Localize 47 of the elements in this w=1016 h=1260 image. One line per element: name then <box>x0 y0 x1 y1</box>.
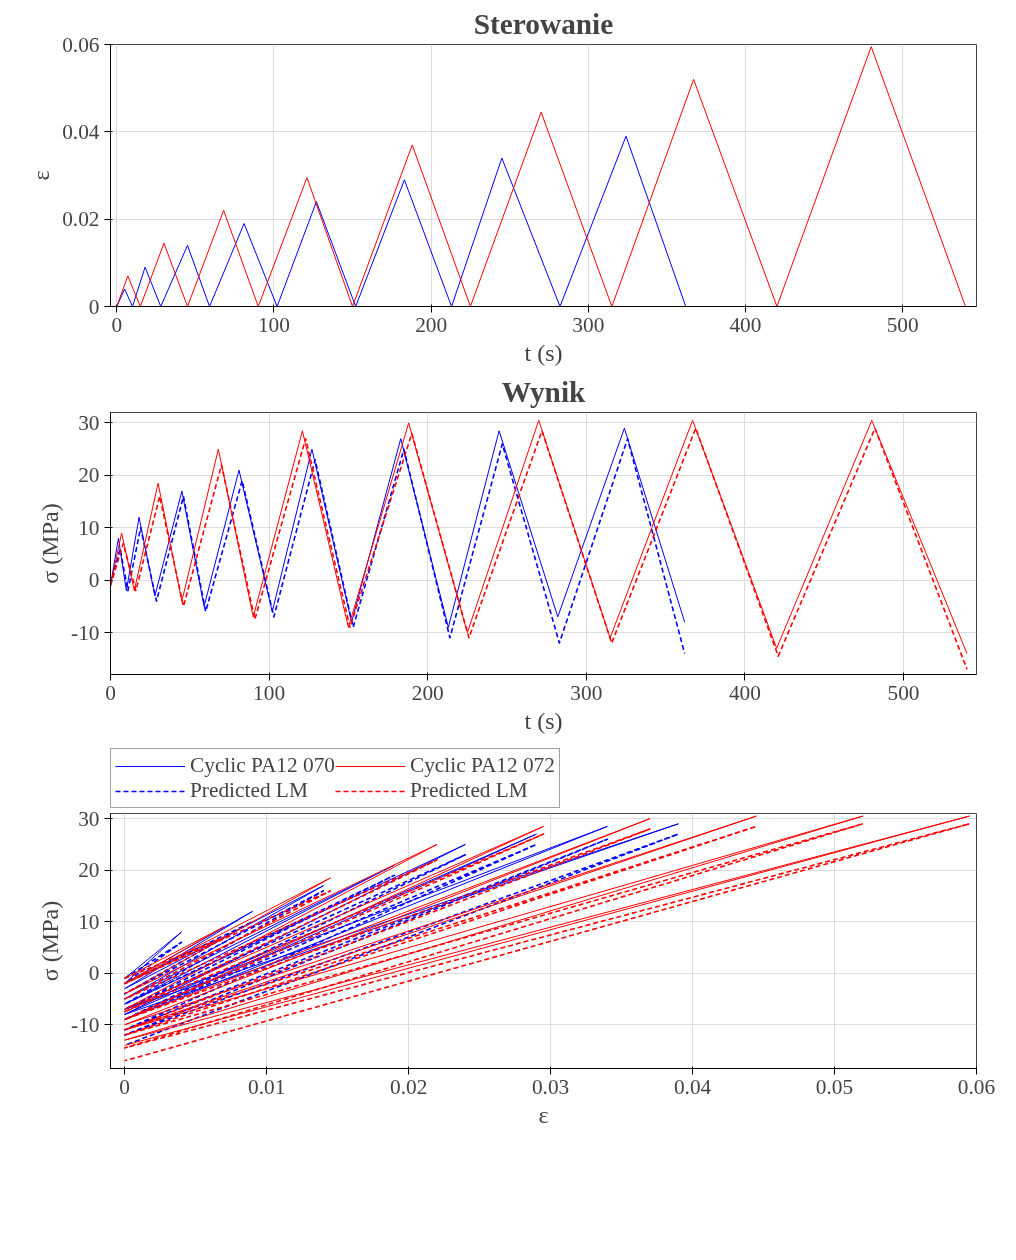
x-tick-label: 0.03 <box>531 1074 570 1099</box>
y-tick-label: 10 <box>78 909 100 934</box>
x-tick-label: 0 <box>105 680 116 705</box>
legend-label: Cyclic PA12 070 <box>190 753 335 778</box>
x-tick-label: 0.06 <box>957 1074 996 1099</box>
x-axis-title: ε <box>538 1101 549 1128</box>
y-tick-label: 0.06 <box>62 32 100 57</box>
x-tick-label: 400 <box>729 312 762 337</box>
x-tick-label: 100 <box>257 312 290 337</box>
y-tick-label: 20 <box>78 463 100 488</box>
x-tick-label: 0 <box>111 312 123 337</box>
y-tick-label: 20 <box>78 858 100 883</box>
x-tick-label: 0 <box>119 1074 131 1099</box>
x-tick-label: 0.02 <box>389 1074 428 1099</box>
x-tick-label: 200 <box>411 680 444 705</box>
line-series <box>116 46 966 307</box>
x-axis-title: t (s) <box>524 339 563 366</box>
y-axis-title: ε <box>28 170 55 181</box>
x-tick-label: 200 <box>415 312 448 337</box>
legend-label: Predicted LM <box>409 778 528 803</box>
y-tick-label: 0 <box>88 568 100 593</box>
y-axis-title: σ (MPa) <box>37 900 64 982</box>
chart-title: Wynik <box>501 375 587 408</box>
x-tick-label: 500 <box>887 680 920 705</box>
x-tick-label: 0.01 <box>248 1074 286 1099</box>
x-tick-label: 400 <box>728 680 761 705</box>
x-tick-label: 0.04 <box>673 1074 712 1099</box>
y-tick-label: -10 <box>71 620 100 645</box>
x-tick-label: 0.05 <box>815 1074 854 1099</box>
line-series <box>116 135 687 307</box>
y-tick-label: 0.02 <box>62 207 100 232</box>
x-tick-label: 300 <box>570 680 603 705</box>
y-tick-label: 0.04 <box>62 119 100 144</box>
y-tick-label: 30 <box>78 410 100 435</box>
legend-label: Cyclic PA12 072 <box>409 753 555 778</box>
x-tick-label: 300 <box>572 312 605 337</box>
y-tick-label: 0 <box>88 961 100 986</box>
chart-title: Sterowanie <box>473 7 614 40</box>
y-tick-label: 30 <box>78 806 100 831</box>
x-tick-label: 100 <box>253 680 286 705</box>
legend-label: Predicted LM <box>190 778 308 803</box>
x-tick-label: 500 <box>886 312 919 337</box>
y-tick-label: 0 <box>88 294 100 319</box>
y-axis-title: σ (MPa) <box>37 503 64 584</box>
y-tick-label: 10 <box>78 515 100 540</box>
y-tick-label: -10 <box>71 1012 100 1037</box>
x-axis-title: t (s) <box>524 707 563 734</box>
